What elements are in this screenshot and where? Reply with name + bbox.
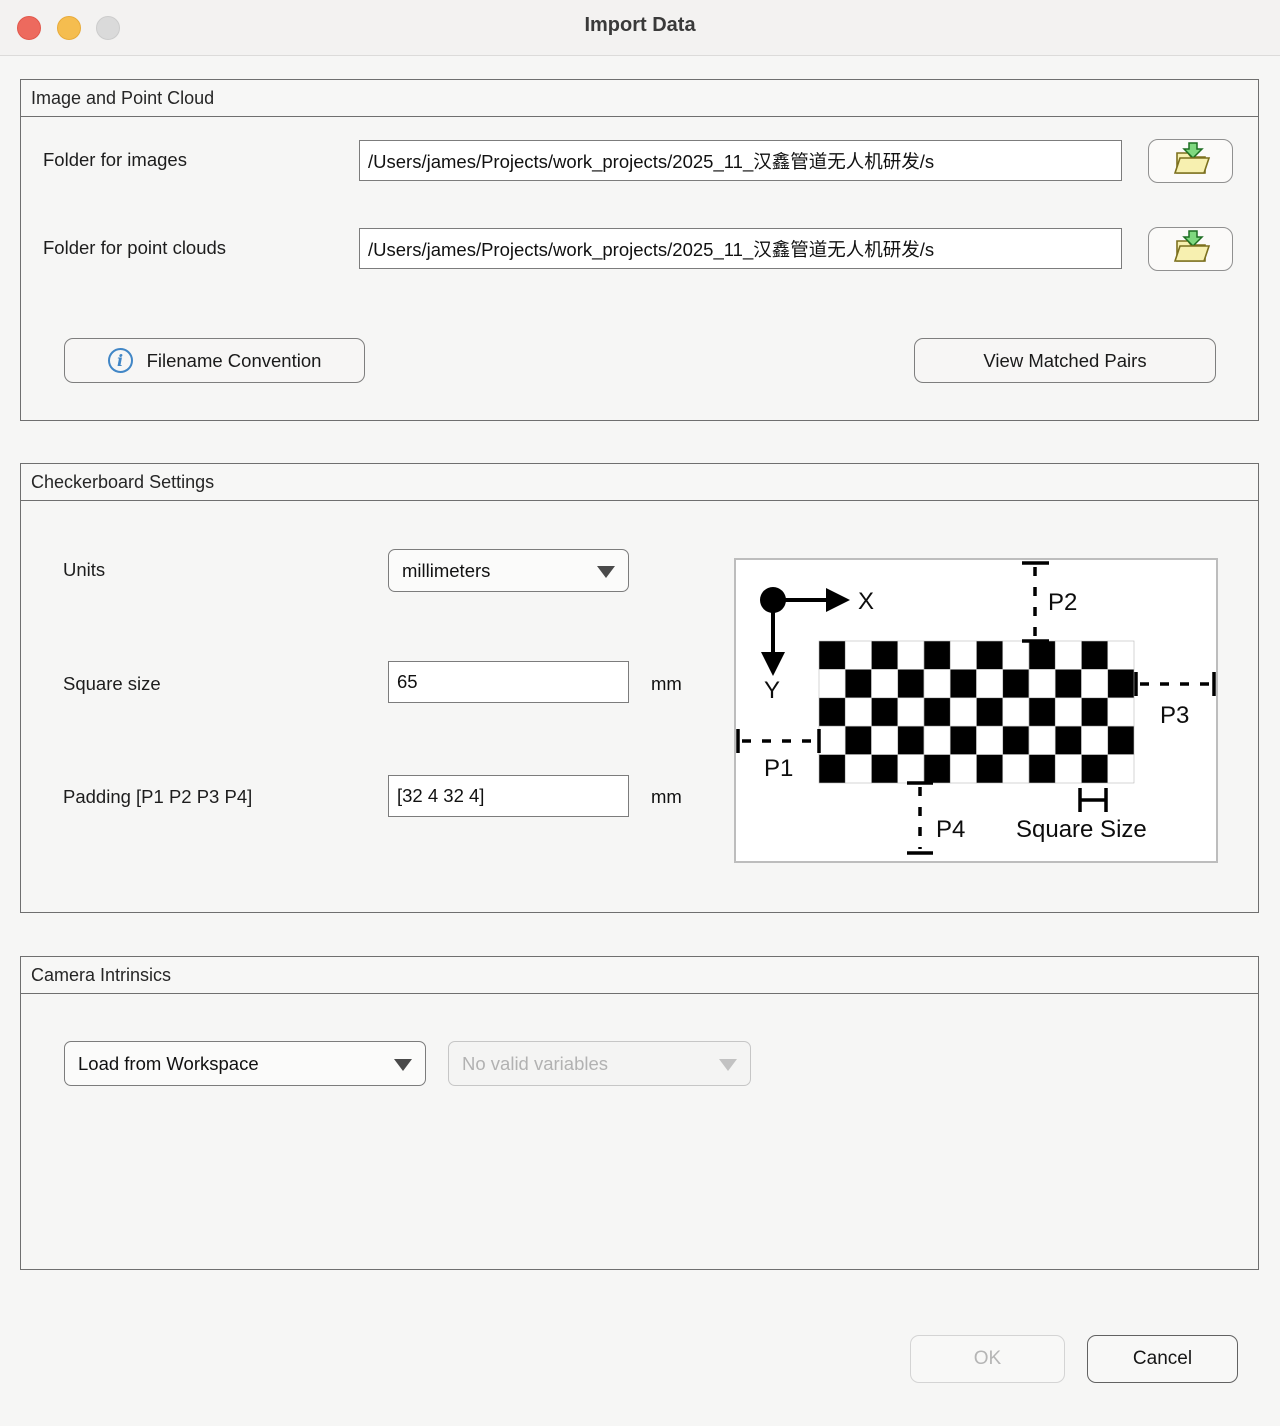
- padding-input[interactable]: [388, 775, 629, 817]
- cancel-button[interactable]: Cancel: [1087, 1335, 1238, 1383]
- minimize-button[interactable]: [57, 16, 81, 40]
- square-size-label: Square size: [63, 673, 161, 694]
- square-size-unit: mm: [651, 673, 682, 694]
- section-camera-intrinsics: Camera Intrinsics Load from Workspace No…: [20, 956, 1259, 1270]
- ok-button: OK: [910, 1335, 1065, 1383]
- section-checkerboard-settings: Checkerboard Settings Units millimeters …: [20, 463, 1259, 913]
- p4-label: P4: [936, 816, 965, 843]
- folder-pointclouds-label: Folder for point clouds: [43, 237, 227, 258]
- folder-images-label: Folder for images: [43, 149, 187, 170]
- filename-convention-button[interactable]: i Filename Convention: [64, 338, 365, 383]
- intrinsics-variables-dropdown: No valid variables: [448, 1041, 751, 1086]
- cancel-label: Cancel: [1132, 1348, 1193, 1369]
- filename-convention-label: Filename Convention: [146, 349, 322, 371]
- padding-label: Padding [P1 P2 P3 P4]: [63, 786, 253, 807]
- zoom-button[interactable]: [96, 16, 120, 40]
- x-axis-label: X: [858, 588, 874, 615]
- square-size-bracket: [1078, 788, 1108, 812]
- chevron-down-icon: [719, 1058, 737, 1071]
- chevron-down-icon: [597, 565, 615, 578]
- ok-label: OK: [973, 1348, 1002, 1369]
- open-folder-icon: [1168, 140, 1214, 183]
- y-axis-label: Y: [764, 677, 780, 704]
- square-size-caption: Square Size: [1016, 816, 1147, 843]
- p1-label: P1: [764, 755, 793, 782]
- p2-label: P2: [1048, 589, 1077, 616]
- checkerboard-diagram: X Y P1 P2: [734, 558, 1218, 863]
- p3-dimension-line: [1134, 672, 1216, 696]
- view-matched-pairs-button[interactable]: View Matched Pairs: [914, 338, 1216, 383]
- units-selected-value: millimeters: [402, 559, 491, 581]
- info-icon: i: [107, 348, 133, 373]
- square-size-input[interactable]: [388, 661, 629, 703]
- close-button[interactable]: [17, 16, 41, 40]
- section-title: Image and Point Cloud: [21, 80, 1258, 117]
- folder-images-input[interactable]: [359, 140, 1122, 181]
- units-dropdown[interactable]: millimeters: [388, 549, 629, 592]
- intrinsics-source-dropdown[interactable]: Load from Workspace: [64, 1041, 426, 1086]
- checkerboard-pattern: [818, 640, 1135, 784]
- section-image-and-point-cloud: Image and Point Cloud Folder for images …: [20, 79, 1259, 421]
- intrinsics-variables-value: No valid variables: [462, 1052, 609, 1074]
- section-title: Camera Intrinsics: [21, 957, 1258, 994]
- intrinsics-source-value: Load from Workspace: [78, 1052, 259, 1074]
- units-label: Units: [63, 559, 106, 580]
- origin-axes: [760, 587, 850, 676]
- section-title: Checkerboard Settings: [21, 464, 1258, 501]
- view-matched-pairs-label: View Matched Pairs: [983, 349, 1147, 371]
- open-folder-icon: [1168, 228, 1214, 271]
- browse-images-button[interactable]: [1148, 139, 1233, 183]
- p3-label: P3: [1160, 702, 1189, 729]
- browse-pointclouds-button[interactable]: [1148, 227, 1233, 271]
- padding-unit: mm: [651, 786, 682, 807]
- p4-dimension-line: [907, 781, 933, 855]
- folder-pointclouds-input[interactable]: [359, 228, 1122, 269]
- window-title: Import Data: [584, 14, 696, 36]
- p1-dimension-line: [736, 729, 821, 753]
- titlebar: Import Data: [0, 0, 1280, 56]
- chevron-down-icon: [394, 1058, 412, 1071]
- p2-dimension-line: [1022, 561, 1049, 643]
